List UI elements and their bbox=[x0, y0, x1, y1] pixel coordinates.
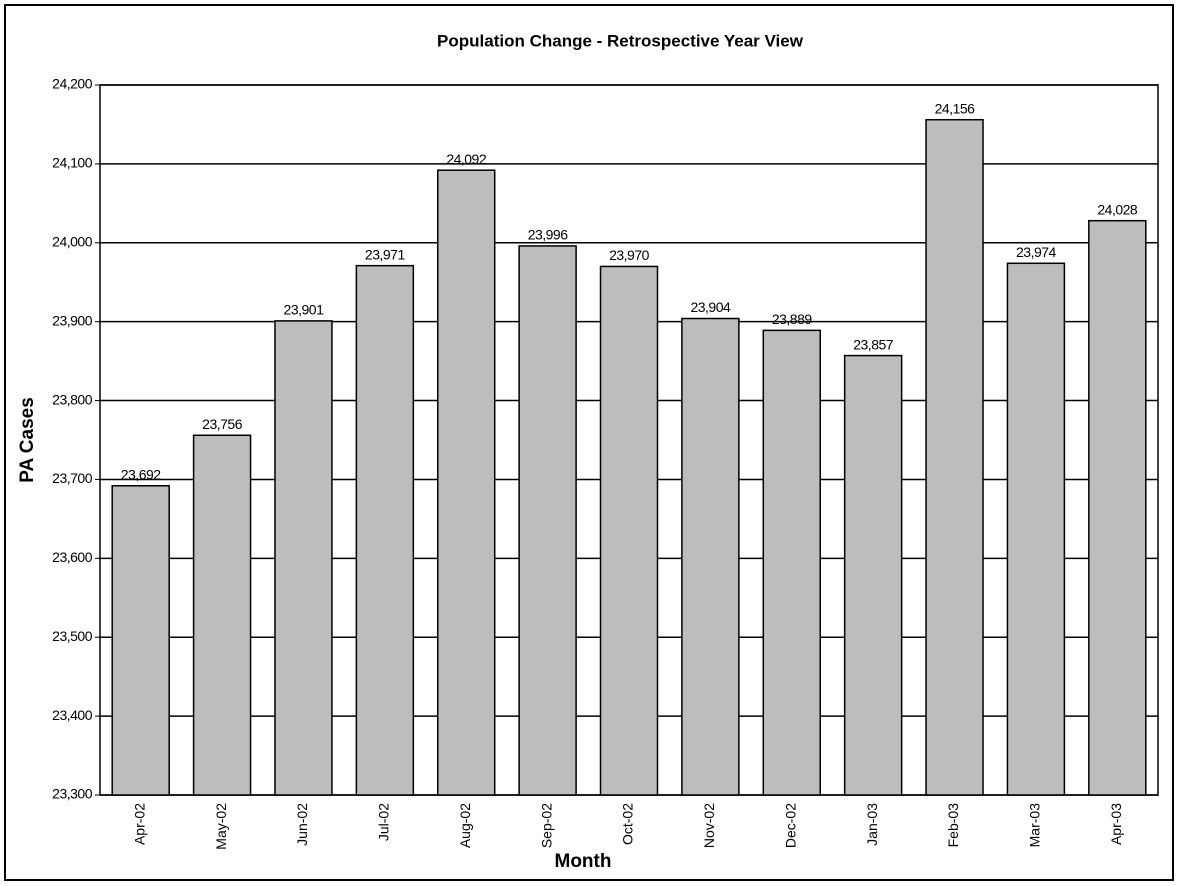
x-axis-label: Month bbox=[555, 851, 612, 872]
y-tick-label: 24,100 bbox=[52, 155, 93, 171]
x-tick-label: Nov-02 bbox=[701, 803, 717, 848]
x-tick-label: Oct-02 bbox=[620, 803, 636, 845]
bar bbox=[436, 169, 496, 796]
y-tick-label: 23,300 bbox=[52, 786, 93, 802]
x-tick-label: Jun-02 bbox=[294, 803, 310, 846]
value-label: 24,156 bbox=[935, 100, 976, 116]
x-tick-label: Apr-02 bbox=[131, 803, 147, 845]
value-label: 23,970 bbox=[609, 247, 650, 263]
value-label: 23,889 bbox=[772, 311, 813, 327]
value-label: 23,756 bbox=[202, 416, 243, 432]
bar bbox=[681, 317, 740, 796]
y-tick-label: 23,800 bbox=[52, 391, 93, 407]
value-label: 24,092 bbox=[446, 151, 487, 167]
x-tick-label: Jan-03 bbox=[864, 803, 880, 846]
value-label: 23,692 bbox=[121, 466, 162, 482]
y-tick-label: 24,000 bbox=[52, 233, 93, 249]
value-label: 24,028 bbox=[1097, 201, 1138, 217]
bar bbox=[192, 434, 252, 796]
y-tick-label: 23,900 bbox=[52, 312, 93, 328]
value-label: 23,971 bbox=[365, 246, 406, 262]
x-tick-label: Jul-02 bbox=[376, 803, 392, 841]
x-tick-label: Sep-02 bbox=[538, 803, 554, 848]
bar bbox=[762, 329, 822, 796]
bar bbox=[599, 265, 659, 796]
value-label: 23,904 bbox=[690, 299, 731, 315]
value-label: 23,974 bbox=[1016, 244, 1057, 260]
y-tick-label: 23,500 bbox=[52, 628, 93, 644]
bar bbox=[1006, 262, 1066, 796]
y-tick-label: 23,600 bbox=[52, 549, 93, 565]
x-tick-label: Apr-03 bbox=[1108, 803, 1124, 845]
y-tick-label: 23,400 bbox=[52, 707, 93, 723]
bar bbox=[925, 118, 984, 796]
x-tick-label: Mar-03 bbox=[1027, 803, 1043, 848]
value-label: 23,901 bbox=[284, 302, 325, 318]
value-label: 23,996 bbox=[528, 227, 569, 243]
x-tick-label: Aug-02 bbox=[457, 803, 473, 848]
x-tick-label: Dec-02 bbox=[782, 803, 798, 848]
chart-title: Population Change - Retrospective Year V… bbox=[437, 31, 804, 50]
x-tick-label: Feb-03 bbox=[945, 803, 961, 848]
x-tick-label: May-02 bbox=[213, 803, 229, 850]
bar bbox=[843, 354, 903, 796]
value-label: 23,857 bbox=[853, 336, 894, 352]
y-tick-label: 24,200 bbox=[52, 76, 93, 92]
bar bbox=[111, 485, 170, 796]
bar bbox=[518, 245, 577, 796]
bar bbox=[274, 320, 333, 796]
bar bbox=[1088, 219, 1147, 796]
y-tick-label: 23,700 bbox=[52, 470, 93, 486]
y-axis-label: PA Cases bbox=[17, 397, 38, 483]
bar bbox=[355, 264, 415, 796]
